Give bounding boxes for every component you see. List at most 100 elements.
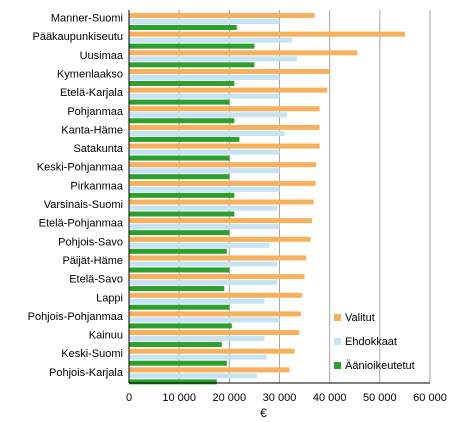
- category-label: Pirkanmaa: [70, 180, 123, 192]
- bar--nioikeutetut-4: [129, 99, 230, 105]
- bar-ehdokkaat-4: [129, 93, 280, 99]
- category-label: Etelä-Karjala: [60, 87, 124, 99]
- bar-valitut-0: [129, 13, 315, 18]
- bar-valitut-12: [129, 236, 311, 242]
- category-label: Varsinais-Suomi: [44, 199, 123, 211]
- bar-valitut-1: [129, 31, 405, 37]
- bar-valitut-19: [129, 367, 290, 373]
- category-label: Pohjanmaa: [67, 106, 124, 118]
- bar-valitut-10: [129, 199, 314, 205]
- bar--nioikeutetut-10: [129, 211, 235, 217]
- bar-valitut-17: [129, 330, 300, 336]
- bar-valitut-18: [129, 348, 295, 354]
- bar--nioikeutetut-5: [129, 118, 235, 124]
- category-label: Etelä-Savo: [69, 274, 123, 286]
- legend-swatch: [334, 362, 341, 369]
- bar-valitut-8: [129, 162, 317, 168]
- bar-ehdokkaat-2: [129, 56, 298, 62]
- x-tick-label: 20 000: [213, 392, 247, 404]
- bar-valitut-9: [129, 180, 316, 186]
- x-tick-label: 50 000: [363, 392, 397, 404]
- category-label: Pohjois-Karjala: [49, 367, 124, 379]
- x-tick-label: 30 000: [263, 392, 297, 404]
- x-axis-label: €: [260, 406, 267, 420]
- bar-ehdokkaat-16: [129, 317, 280, 323]
- bar-valitut-3: [129, 68, 330, 74]
- legend-swatch: [334, 338, 341, 345]
- bar-ehdokkaat-19: [129, 373, 257, 379]
- bar--nioikeutetut-12: [129, 248, 227, 254]
- bar-ehdokkaat-17: [129, 336, 265, 342]
- bar--nioikeutetut-9: [129, 192, 235, 198]
- bar-ehdokkaat-5: [129, 112, 288, 118]
- bar-valitut-6: [129, 124, 320, 130]
- category-label: Pohjois-Pohjanmaa: [28, 311, 124, 323]
- legend-label: Valitut: [345, 312, 375, 324]
- bar-valitut-5: [129, 106, 320, 112]
- legend: Valitut Ehdokkaat Äänioikeutetut: [334, 312, 415, 372]
- legend-swatch: [334, 314, 341, 321]
- bar-ehdokkaat-12: [129, 242, 270, 248]
- bar-valitut-2: [129, 50, 358, 56]
- bar-valitut-4: [129, 87, 328, 93]
- legend-label: Ehdokkaat: [345, 336, 397, 348]
- bar-valitut-15: [129, 292, 303, 298]
- bar--nioikeutetut-3: [129, 80, 235, 86]
- category-label: Keski-Pohjanmaa: [37, 162, 124, 174]
- x-tick-labels: 0 10 000 20 000 30 000 40 000 50 000 60 000: [126, 392, 447, 404]
- category-label: Kainuu: [89, 330, 123, 342]
- bar-ehdokkaat-6: [129, 130, 285, 136]
- bar-ehdokkaat-7: [129, 149, 280, 155]
- bar-ehdokkaat-8: [129, 168, 280, 174]
- bar--nioikeutetut-0: [129, 25, 237, 30]
- bar--nioikeutetut-13: [129, 267, 230, 273]
- category-labels: Manner-Suomi Pääkaupunkiseutu Uusimaa Kymen…: [28, 13, 124, 379]
- category-label: Lappi: [96, 292, 123, 304]
- x-tick-label: 0: [126, 392, 132, 404]
- bar-ehdokkaat-15: [129, 298, 265, 304]
- bar-ehdokkaat-3: [129, 74, 280, 80]
- bar--nioikeutetut-2: [129, 62, 255, 68]
- bar--nioikeutetut-15: [129, 304, 230, 310]
- bar-valitut-14: [129, 274, 305, 280]
- category-label: Uusimaa: [80, 50, 124, 62]
- category-label: Manner-Suomi: [51, 13, 123, 25]
- category-label: Satakunta: [73, 143, 123, 155]
- bars: [129, 13, 405, 385]
- x-tick-label: 40 000: [313, 392, 347, 404]
- bar--nioikeutetut-6: [129, 136, 240, 142]
- bar-ehdokkaat-9: [129, 186, 280, 192]
- bar-ehdokkaat-11: [129, 224, 280, 230]
- bar--nioikeutetut-14: [129, 286, 225, 292]
- legend-label: Äänioikeutetut: [345, 360, 415, 372]
- category-label: Etelä-Pohjanmaa: [39, 218, 124, 230]
- bar--nioikeutetut-11: [129, 230, 230, 236]
- bar-ehdokkaat-0: [129, 19, 280, 24]
- x-tick-label: 10 000: [162, 392, 196, 404]
- bar--nioikeutetut-1: [129, 43, 255, 49]
- bar--nioikeutetut-7: [129, 155, 230, 161]
- bar-ehdokkaat-1: [129, 37, 293, 43]
- bar--nioikeutetut-19: [129, 379, 217, 385]
- category-label: Päijät-Häme: [62, 255, 123, 267]
- bar--nioikeutetut-18: [129, 360, 227, 366]
- bar-valitut-11: [129, 218, 313, 224]
- bar-valitut-13: [129, 255, 307, 261]
- bar--nioikeutetut-16: [129, 323, 232, 329]
- bar--nioikeutetut-8: [129, 174, 230, 180]
- category-label: Kanta-Häme: [61, 124, 123, 136]
- category-label: Kymenlaakso: [57, 68, 123, 80]
- category-label: Keski-Suomi: [61, 348, 123, 360]
- bar-valitut-7: [129, 143, 320, 149]
- bar-ehdokkaat-13: [129, 261, 277, 267]
- bar-ehdokkaat-18: [129, 354, 267, 360]
- axes: [128, 10, 430, 384]
- x-tick-label: 60 000: [413, 392, 447, 404]
- bar--nioikeutetut-17: [129, 342, 222, 348]
- category-label: Pääkaupunkiseutu: [32, 31, 123, 43]
- bar-ehdokkaat-14: [129, 280, 277, 286]
- bar-valitut-16: [129, 311, 302, 317]
- category-label: Pohjois-Savo: [58, 236, 123, 248]
- bar-ehdokkaat-10: [129, 205, 277, 211]
